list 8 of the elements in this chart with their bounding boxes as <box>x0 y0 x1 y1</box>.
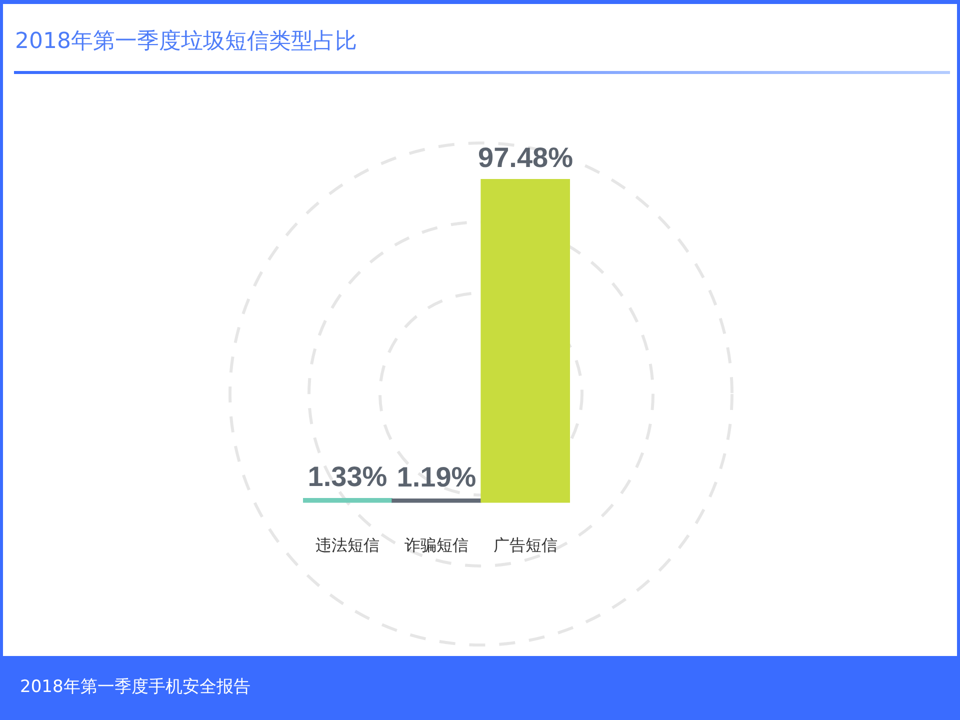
x-tick-label: 违法短信 <box>316 536 380 555</box>
data-label: 1.19% <box>396 462 476 493</box>
chart-title: 2018年第一季度垃圾短信类型占比 <box>15 28 357 56</box>
text: 2018年第一季度手机安全报告 <box>20 676 250 698</box>
data-label: 1.33% <box>308 461 388 492</box>
x-tick-label: 广告短信 <box>494 536 558 555</box>
data-label: 97.48% <box>478 142 574 174</box>
x-tick-label: 诈骗短信 <box>404 536 468 555</box>
